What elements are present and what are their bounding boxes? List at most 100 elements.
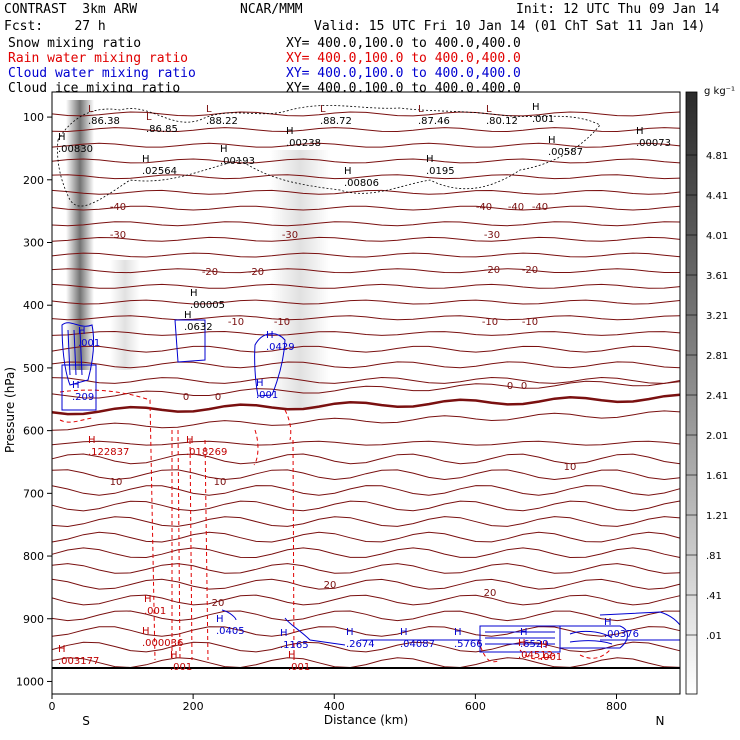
colorbar-label: .81 — [706, 551, 722, 562]
isotherm-line — [51, 142, 681, 148]
rain-high-marker: H — [518, 638, 526, 649]
isotherm-line — [51, 641, 681, 653]
isotherm-group: -40 -40 -40 -40 -30 -30 -30 -20 -20 -20 -20 -10 -10 -… — [51, 111, 681, 669]
low-marker: L — [88, 104, 94, 115]
colorbar-label: 3.21 — [706, 311, 728, 322]
x-axis-label: Distance (km) — [324, 713, 408, 727]
rain-high-marker: H — [88, 435, 96, 446]
x-tick-label: 400 — [324, 700, 345, 713]
isotherm-label: -10 — [482, 317, 498, 328]
cloudwater-high: .1165 — [280, 640, 309, 651]
isotherm-line — [51, 283, 681, 289]
isotherm-label: 20 — [324, 580, 337, 591]
colorbar-label: 4.81 — [706, 151, 728, 162]
y-tick-label: 800 — [23, 550, 44, 563]
isotherm-line — [51, 516, 681, 528]
y-tick-label: 900 — [23, 613, 44, 626]
ice-high-marker: H — [286, 126, 294, 137]
colorbar — [685, 91, 698, 695]
forecast-hour: Fcst: 27 h — [4, 19, 106, 34]
ice-high-marker: H — [220, 144, 228, 155]
isotherm-label: -20 — [484, 265, 500, 276]
rain-high: .122837 — [88, 447, 129, 458]
ice-high: .001 — [532, 114, 554, 125]
ice-high: .00073 — [636, 138, 671, 149]
model-title: CONTRAST 3km ARW — [4, 2, 138, 17]
ice-high-marker: H — [58, 132, 66, 143]
y-tick-label: 100 — [23, 111, 44, 124]
y-tick-label: 700 — [23, 487, 44, 500]
isotherm-label: -40 — [110, 202, 126, 213]
field-xy-snow: XY= 400.0,100.0 to 400.0,400.0 — [286, 36, 521, 51]
cloudwater-high: .6529 — [520, 639, 549, 650]
isotherm-label: -10 — [274, 317, 290, 328]
colorbar-label: 4.41 — [706, 191, 728, 202]
isotherm-label: 10 — [214, 477, 227, 488]
y-tick-label: 1000 — [16, 675, 44, 688]
low-label: .88.72 — [320, 116, 352, 127]
snow-plume — [270, 150, 330, 410]
ice-high-marker: H — [532, 102, 540, 113]
isotherm-label: -20 — [522, 265, 538, 276]
endpoint-left: S — [82, 714, 90, 728]
colorbar-label: .01 — [706, 631, 722, 642]
isotherm-line — [51, 485, 681, 496]
isotherm-line — [51, 610, 680, 622]
cloudwater-high: .209 — [72, 392, 94, 403]
isotherm-line — [51, 376, 681, 384]
rain-high: .001 — [170, 662, 192, 673]
low-label: .87.46 — [418, 116, 450, 127]
low-marker: L — [206, 104, 212, 115]
isotherm-label: 0 — [507, 381, 513, 392]
cloudwater-high-marker: H — [266, 330, 274, 341]
rain-high-marker: H — [58, 644, 66, 655]
rain-high-marker: H — [186, 435, 194, 446]
field-name-cloudwater: Cloud water mixing ratio — [8, 66, 196, 81]
isotherm-line — [51, 380, 681, 399]
low-marker: L — [418, 104, 424, 115]
isotherm-line — [51, 268, 680, 274]
isotherm-line — [51, 111, 681, 117]
cloudwater-high: .0405 — [216, 626, 245, 637]
x-tick-label: 800 — [606, 700, 627, 713]
isotherm-label: 0 — [215, 392, 221, 403]
cloudwater-high-marker: H — [346, 627, 354, 638]
cloudwater-high-marker: H — [256, 378, 264, 389]
low-marker: L — [320, 104, 326, 115]
colorbar-label: 4.01 — [706, 231, 728, 242]
colorbar-units: g kg⁻¹ — [704, 86, 735, 97]
isotherm-line — [51, 236, 681, 242]
rain-high: .001 — [288, 662, 310, 673]
cloudwater-high-marker: H — [520, 627, 528, 638]
cloudwater-high-marker: H — [604, 617, 612, 628]
isotherm-line — [51, 547, 681, 559]
colorbar-label: 2.81 — [706, 351, 728, 362]
ice-high-marker: H — [636, 126, 644, 137]
isotherm-line — [51, 189, 681, 195]
cloudwater-high-marker: H — [72, 380, 80, 391]
isotherm-label: -30 — [484, 230, 500, 241]
cloudwater-high: .001 — [78, 338, 100, 349]
org-title: NCAR/MMM — [240, 2, 303, 17]
rain-high-marker: H — [170, 650, 178, 661]
field-name-rain: Rain water mixing ratio — [8, 51, 189, 66]
isotherm-line — [51, 563, 681, 574]
cloudwater-high-marker: H — [216, 614, 224, 625]
x-tick-label: 0 — [49, 700, 56, 713]
rain-high: .018269 — [186, 447, 227, 458]
ice-high-marker: H — [344, 166, 352, 177]
isotherm-line — [51, 158, 681, 164]
isotherm-line — [51, 578, 681, 590]
x-tick-label: 600 — [465, 700, 486, 713]
isotherm-line — [51, 594, 681, 606]
isotherm-line — [51, 453, 681, 465]
init-time: Init: 12 UTC Thu 09 Jan 14 — [516, 2, 720, 17]
isotherm-line — [51, 127, 681, 133]
isotherm-line — [51, 252, 681, 258]
isotherm-label: 0 — [521, 381, 527, 392]
snow-plume — [110, 260, 140, 370]
cloudwater-high-marker: H — [454, 627, 462, 638]
cloudwater-high: .00376 — [604, 629, 639, 640]
isotherm-label: -30 — [110, 230, 126, 241]
isotherm-label: 20 — [484, 588, 497, 599]
